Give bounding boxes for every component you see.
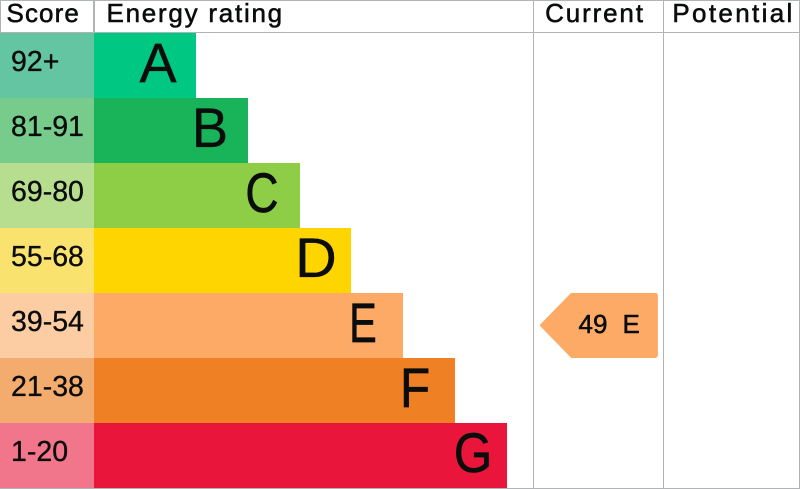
svg-text:49: 49 (579, 308, 608, 338)
svg-text:E: E (623, 308, 640, 338)
